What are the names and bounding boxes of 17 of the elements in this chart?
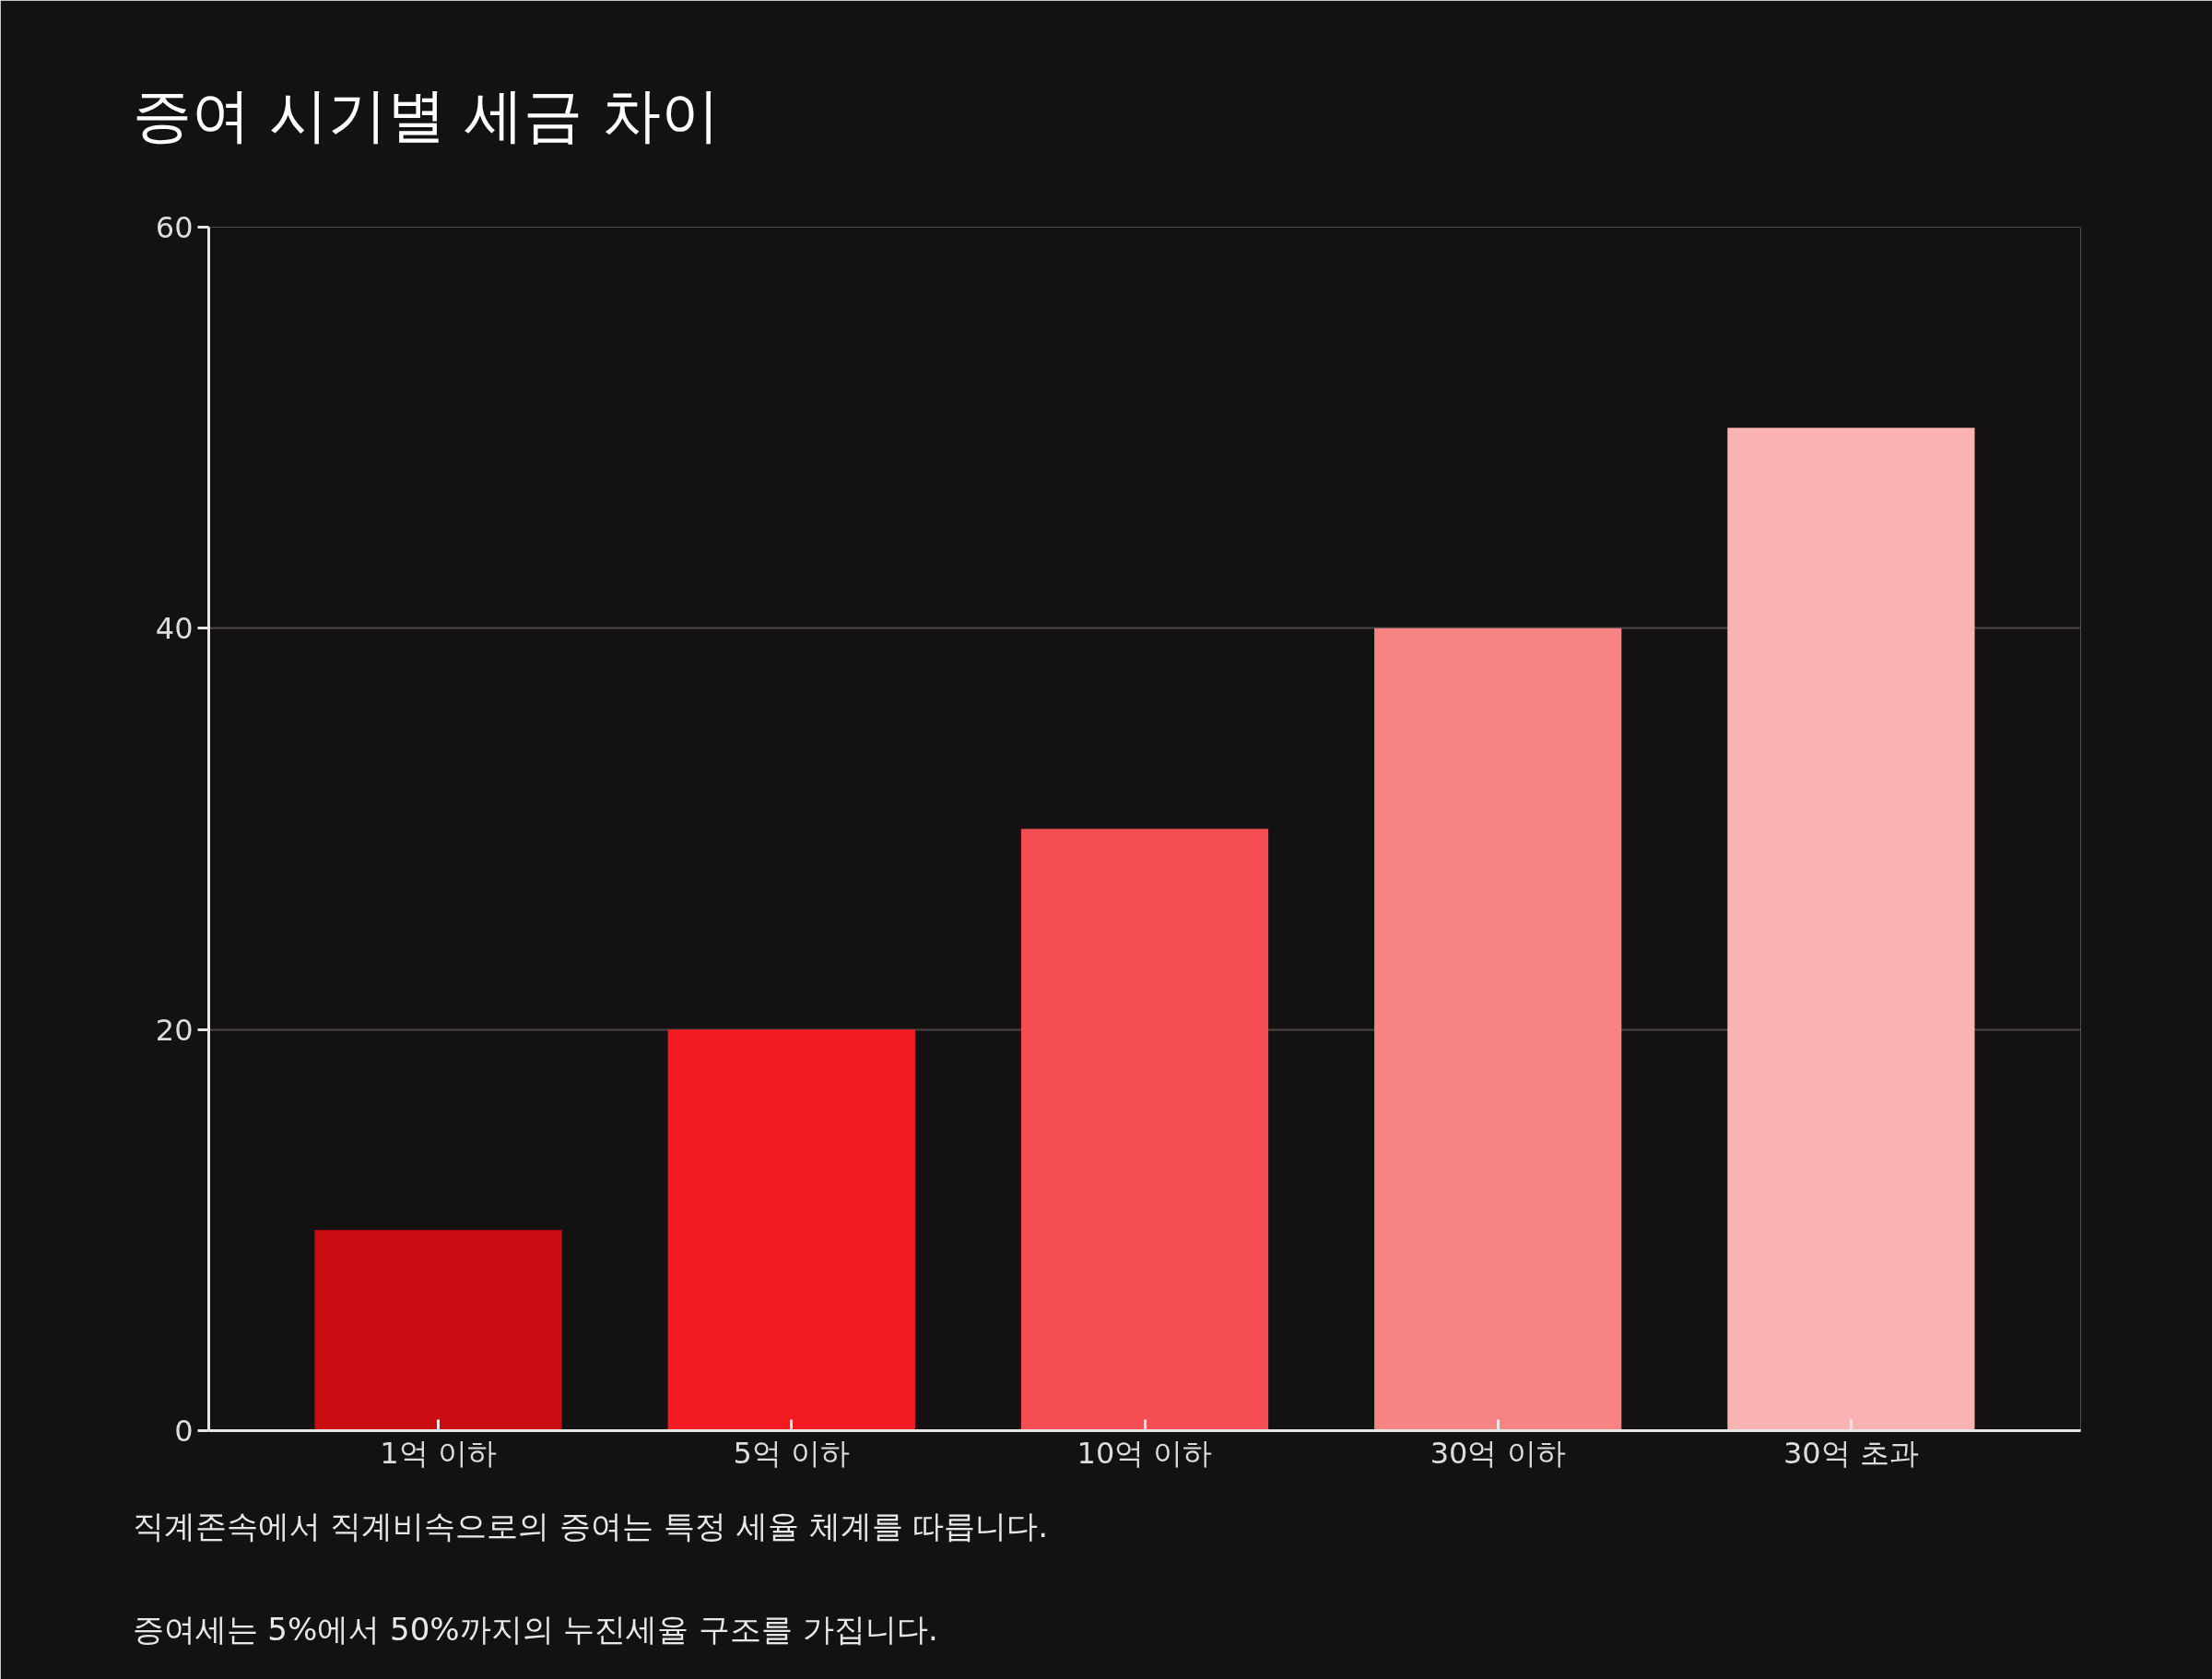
x-tick-label: 1억 이하 <box>380 1435 497 1471</box>
chart-title: 증여 시기별 세금 차이 <box>132 80 720 149</box>
x-tick-label: 5억 이하 <box>733 1435 851 1471</box>
x-tick-label: 30억 초과 <box>1783 1435 1919 1471</box>
x-tick-label: 30억 이하 <box>1430 1435 1566 1471</box>
bar <box>1374 628 1622 1431</box>
y-tick-label: 0 <box>174 1414 194 1449</box>
bar <box>314 1229 562 1431</box>
text: 직계존속에서 직계비속으로의 증여는 특정 세율 체계를 따릅니다. <box>132 1507 1049 1544</box>
x-tick-label: 10억 이하 <box>1077 1435 1213 1471</box>
bar <box>1727 428 1975 1431</box>
y-tick-label: 60 <box>155 210 194 245</box>
text: 증여세는 5%에서 50%까지의 누진세율 구조를 가집니다. <box>132 1610 938 1648</box>
bar <box>1020 828 1269 1431</box>
bar <box>667 1029 915 1431</box>
y-tick-label: 40 <box>155 611 194 647</box>
y-tick-label: 20 <box>155 1012 194 1048</box>
